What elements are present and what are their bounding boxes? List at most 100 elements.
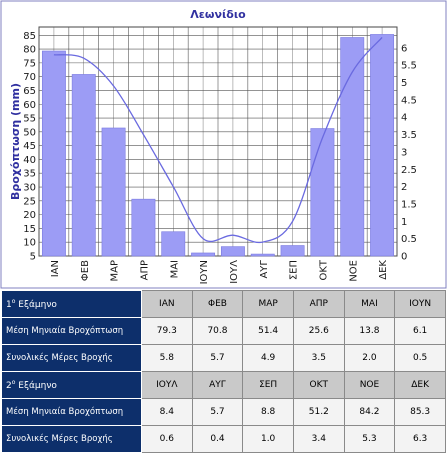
y2-tick-label: 1.5: [401, 199, 417, 210]
y-tick-label: 65: [23, 86, 36, 97]
semester-2-rain-row: Μέση Μηνιαία Βροχόπτωση 8.4 5.7 8.8 51.2…: [1, 398, 446, 426]
month-cell: ΑΠΡ: [292, 290, 345, 318]
bar: [101, 127, 126, 257]
month-cell: ΜΑΙ: [343, 290, 396, 318]
y2-tick-label: 4: [401, 113, 407, 124]
rain-value: 84.2: [343, 398, 396, 426]
rain-row-label: Μέση Μηνιαία Βροχόπτωση: [1, 398, 142, 426]
y-tick-label: 15: [23, 224, 36, 235]
y-tick-label: 10: [23, 238, 36, 249]
rain-value: 5.7: [191, 398, 244, 426]
x-tick-label: ΙΟΥΛ: [229, 260, 240, 284]
rain-value: 13.8: [343, 317, 396, 345]
days-row-label: Συνολικές Μέρες Βροχής: [1, 344, 142, 372]
days-value: 5.8: [141, 344, 193, 372]
rain-value: 25.6: [292, 317, 345, 345]
bar: [220, 246, 245, 257]
y2-tick-label: 6: [401, 43, 407, 54]
y-tick-label: 55: [23, 114, 36, 125]
y2-tick-label: 1: [401, 217, 407, 228]
y-tick-label: 45: [23, 141, 36, 152]
rainfall-table: 1ο Εξάμηνο ΙΑΝ ΦΕΒ ΜΑΡ ΑΠΡ ΜΑΙ ΙΟΥΝ Μέση…: [1, 290, 446, 453]
rainfall-chart: Λεωνίδιο 5 10 15 20 25 30 35 40 45 50 55 60 65 70 75 80 8…: [0, 0, 447, 289]
month-cell: ΟΚΤ: [292, 371, 345, 399]
x-tick-label: ΝΟΕ: [348, 260, 359, 282]
x-tick-label: ΦΕΒ: [80, 260, 91, 281]
bar: [161, 231, 186, 257]
month-cell: ΝΟΕ: [343, 371, 396, 399]
rain-value: 85.3: [394, 398, 446, 426]
bar: [71, 74, 96, 257]
days-value: 0.6: [141, 425, 193, 453]
x-tick-label: ΜΑΡ: [110, 260, 121, 282]
x-tick-label: ΑΥΓ: [259, 260, 270, 279]
days-value: 0.5: [394, 344, 446, 372]
bar: [310, 128, 335, 257]
y2-tick-label: 4.5: [401, 95, 417, 106]
y2-tick-label: 5.5: [401, 61, 417, 72]
days-value: 5.3: [343, 425, 396, 453]
month-cell: ΙΑΝ: [141, 290, 193, 318]
bar: [191, 252, 216, 257]
y-tick-label: 75: [23, 58, 36, 69]
semester-1-rain-row: Μέση Μηνιαία Βροχόπτωση 79.3 70.8 51.4 2…: [1, 317, 446, 345]
y2-tick-label: 3.5: [401, 130, 417, 141]
days-value: 3.4: [292, 425, 345, 453]
x-tick-label: ΜΑΙ: [169, 260, 180, 278]
month-cell: ΔΕΚ: [394, 371, 446, 399]
semester-2-days-row: Συνολικές Μέρες Βροχής 0.6 0.4 1.0 3.4 5…: [1, 425, 446, 453]
y-tick-label: 80: [23, 45, 36, 56]
bar: [41, 50, 66, 257]
days-value: 5.7: [191, 344, 244, 372]
days-value: 3.5: [292, 344, 345, 372]
rain-row-label: Μέση Μηνιαία Βροχόπτωση: [1, 317, 142, 345]
month-cell: ΑΥΓ: [191, 371, 244, 399]
x-tick-label: ΔΕΚ: [378, 260, 389, 280]
y-tick-label: 20: [23, 210, 36, 221]
rain-value: 79.3: [141, 317, 193, 345]
semester-1-header-row: 1ο Εξάμηνο ΙΑΝ ΦΕΒ ΜΑΡ ΑΠΡ ΜΑΙ ΙΟΥΝ: [1, 290, 446, 318]
y2-tick-label: 0: [401, 252, 407, 263]
rain-days-line: [53, 36, 383, 244]
bar: [340, 37, 365, 257]
bar: [280, 245, 305, 257]
rain-value: 8.4: [141, 398, 193, 426]
x-tick-label: ΑΠΡ: [139, 260, 150, 280]
days-value: 6.3: [394, 425, 446, 453]
x-tick-label: ΣΕΠ: [289, 260, 300, 280]
rain-value: 51.4: [242, 317, 294, 345]
days-value: 2.0: [343, 344, 396, 372]
chart-svg: Λεωνίδιο51015202530354045505560657075808…: [0, 0, 447, 289]
x-tick-label: ΙΟΥΝ: [199, 260, 210, 284]
y2-tick-label: 2: [401, 182, 407, 193]
days-value: 1.0: [242, 425, 294, 453]
y-tick-label: 25: [23, 196, 36, 207]
semester-1-days-row: Συνολικές Μέρες Βροχής 5.8 5.7 4.9 3.5 2…: [1, 344, 446, 372]
y-tick-label: 5: [30, 252, 36, 263]
month-cell: ΜΑΡ: [242, 290, 294, 318]
y-tick-label: 30: [23, 183, 36, 194]
semester-2-header-row: 2ο Εξάμηνο ΙΟΥΛ ΑΥΓ ΣΕΠ ΟΚΤ ΝΟΕ ΔΕΚ: [1, 371, 446, 399]
y-tick-label: 70: [23, 72, 36, 83]
days-row-label: Συνολικές Μέρες Βροχής: [1, 425, 142, 453]
month-cell: ΙΟΥΝ: [394, 290, 446, 318]
month-cell: ΦΕΒ: [191, 290, 244, 318]
days-value: 4.9: [242, 344, 294, 372]
semester-1-heading: 1ο Εξάμηνο: [1, 290, 142, 318]
y2-tick-label: 3: [401, 147, 407, 158]
rain-value: 70.8: [191, 317, 244, 345]
bar: [370, 34, 395, 257]
month-cell: ΙΟΥΛ: [141, 371, 193, 399]
y2-tick-label: 2.5: [401, 165, 417, 176]
chart-title: Λεωνίδιο: [190, 8, 246, 21]
y-axis-label: Βροχόπτωση (mm): [9, 83, 22, 200]
bar: [250, 253, 275, 257]
bar: [131, 198, 156, 257]
y2-tick-label: 5: [401, 78, 407, 89]
y-tick-label: 50: [23, 127, 36, 138]
rain-value: 51.2: [292, 398, 345, 426]
rain-value: 6.1: [394, 317, 446, 345]
y2-tick-label: 0.5: [401, 234, 417, 245]
x-tick-label: ΟΚΤ: [318, 259, 329, 280]
x-tick-label: ΙΑΝ: [50, 260, 61, 277]
